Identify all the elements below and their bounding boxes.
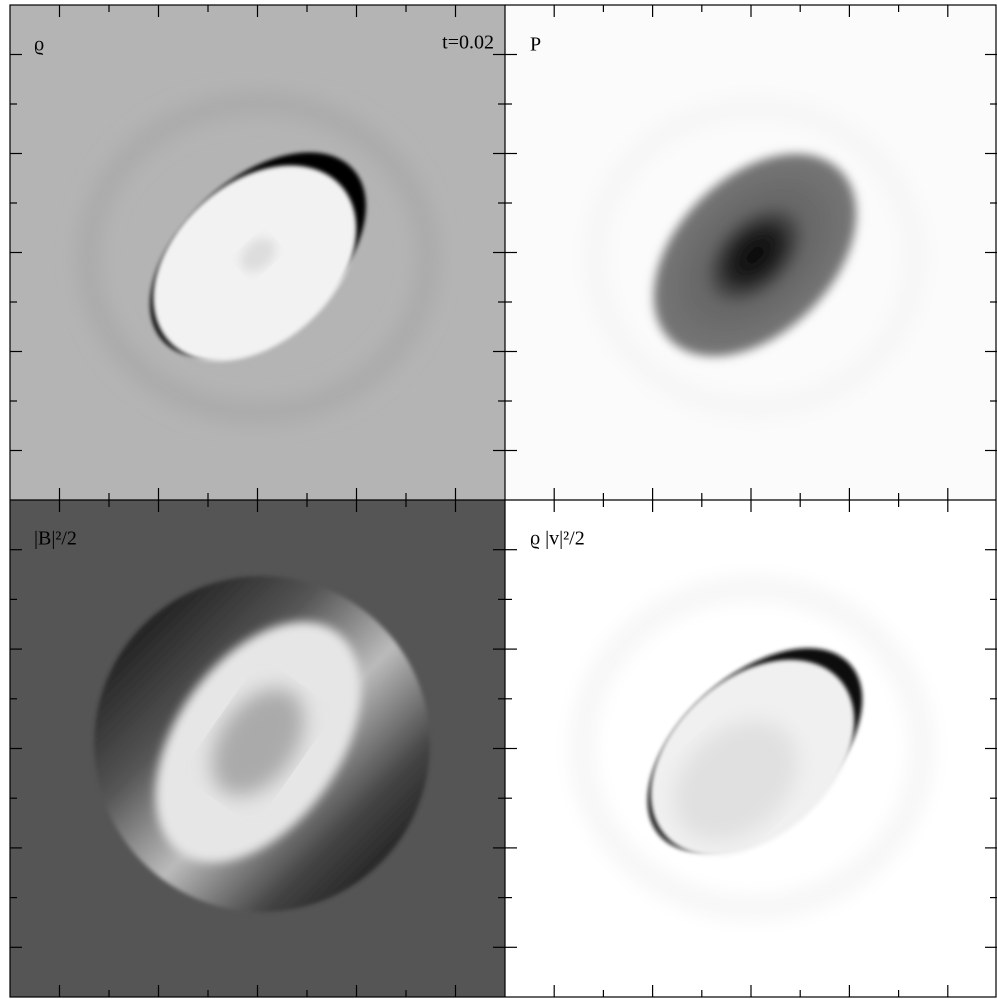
ticks <box>10 5 997 997</box>
panel-label: P <box>530 34 541 56</box>
panel-label: ϱ <box>34 34 44 56</box>
kinetic-panel <box>505 500 997 997</box>
panel-label: |B|²/2 <box>34 528 77 550</box>
pressure-panel <box>505 5 997 500</box>
time-label: t=0.02 <box>442 32 494 54</box>
frame <box>9 4 997 998</box>
panel-label: ϱ |v|²/2 <box>530 528 585 550</box>
density-panel <box>10 5 505 500</box>
magnetic-panel <box>10 500 505 997</box>
